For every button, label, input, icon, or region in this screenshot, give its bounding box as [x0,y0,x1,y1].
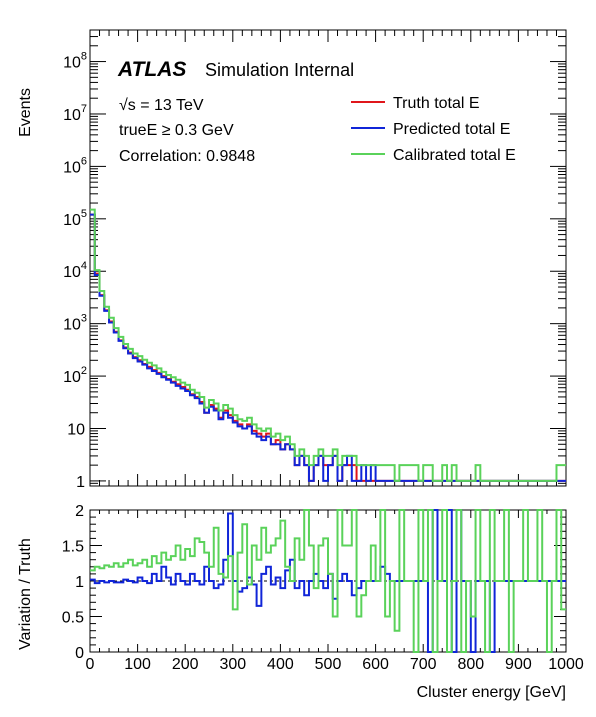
truth-series-line [90,213,566,482]
top-panel: 1 10 102 103 104 105 106 107 108 Events ATLAS Si… [17,29,567,491]
x-tick-label: 100 [124,656,151,673]
legend-label-calibrated: Calibrated total E [393,147,516,164]
cut-label: trueE ≥ 0.3 GeV [119,122,234,139]
top-y-tick-label: 104 [63,260,87,281]
energy-value: = 13 TeV [136,97,204,114]
x-tick-label: 300 [219,656,246,673]
atlas-label: ATLAS [117,58,186,81]
x-tick-label: 0 [86,656,95,673]
bottom-y-tick-label: 0.5 [62,610,84,627]
energy-label: √s = 13 TeV [119,97,204,114]
bottom-y-axis-label: Variation / Truth [17,538,34,650]
top-y-tick-label: 1 [76,474,85,491]
x-tick-label: 500 [315,656,342,673]
x-tick-label: 400 [267,656,294,673]
x-tick-label: 700 [410,656,437,673]
bottom-y-tick-label: 2 [75,503,84,520]
top-y-tick-label: 108 [63,51,87,72]
top-y-tick-label: 106 [63,155,87,176]
legend: Truth total E Predicted total E Calibrat… [351,95,516,164]
bottom-panel: 0 0.5 1 1.5 2 0 100 200 300 400 500 600 700 800 900 10… [17,503,584,701]
x-tick-labels: 0 100 200 300 400 500 600 700 800 900 1000 [86,656,584,673]
top-y-tick-label: 103 [63,313,87,334]
x-tick-label: 1000 [548,656,584,673]
correlation-label: Correlation: 0.9848 [119,148,255,165]
top-y-tick-label: 102 [63,365,87,386]
x-tick-label: 800 [457,656,484,673]
top-y-tick-label: 107 [63,103,87,124]
energy-sqrt: √s [119,97,136,114]
bottom-y-tick-label: 1.5 [62,539,84,556]
bottom-y-tick-labels: 0 0.5 1 1.5 2 [62,503,84,662]
x-axis-label: Cluster energy [GeV] [417,684,566,701]
legend-label-truth: Truth total E [393,95,480,112]
top-y-tick-label: 10 [67,421,85,438]
top-y-tick-labels: 1 10 102 103 104 105 106 107 108 [63,51,87,491]
top-y-axis-label: Events [17,88,34,137]
calibrated-ratio-line [90,509,566,653]
legend-label-predicted: Predicted total E [393,121,510,138]
x-tick-label: 900 [505,656,532,673]
bottom-series-group [90,509,566,653]
predicted-series-line [90,213,566,482]
bottom-y-tick-label: 1 [75,574,84,591]
calibrated-series-line [90,208,566,482]
top-y-tick-label: 105 [63,208,87,229]
x-tick-label: 600 [362,656,389,673]
atlas-suffix-label: Simulation Internal [205,60,354,80]
x-tick-label: 200 [172,656,199,673]
bottom-y-tick-label: 0 [75,645,84,662]
top-series-group [90,208,566,482]
